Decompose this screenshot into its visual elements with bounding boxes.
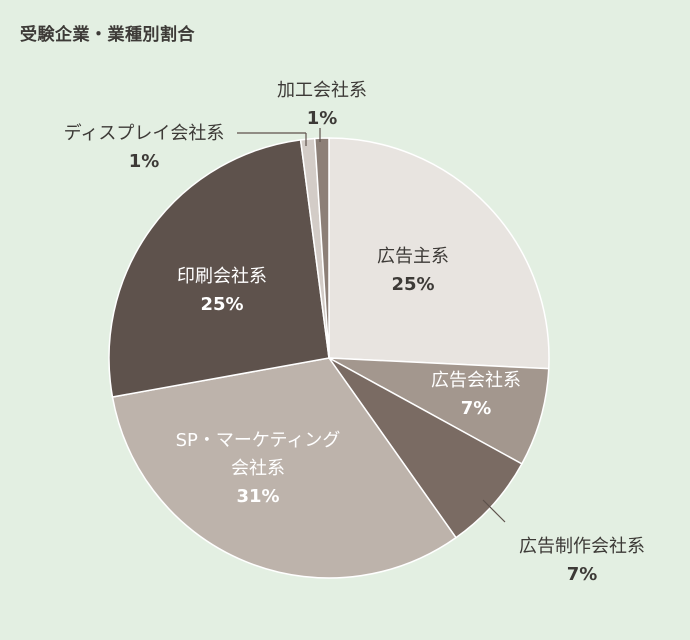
- label-sp-line1: SP・マーケティング: [176, 430, 341, 451]
- pie-slice-2: [328, 357, 523, 539]
- pie-slice-3: [111, 357, 458, 579]
- pie-slice-1: [328, 357, 550, 465]
- label-seisaku-pct: 7%: [567, 564, 598, 585]
- label-kako-name: 加工会社系: [277, 80, 367, 101]
- label-insatsu-pct: 25%: [200, 294, 243, 315]
- label-display-name: ディスプレイ会社系: [64, 123, 225, 144]
- label-koukokunushi-pct: 25%: [391, 274, 434, 295]
- pie-slices: [108, 137, 550, 579]
- label-insatsu-name: 印刷会社系: [177, 266, 267, 287]
- label-display-pct: 1%: [129, 151, 160, 172]
- label-sp-pct: 31%: [236, 486, 279, 507]
- label-koukokugaisha-pct: 7%: [461, 398, 492, 419]
- pie-slice-6: [313, 137, 330, 359]
- leader-line-seisaku: [482, 499, 506, 523]
- chart-title: 受験企業・業種別割合: [20, 25, 195, 45]
- label-koukokugaisha-name: 広告会社系: [431, 370, 521, 391]
- label-sp-line2: 会社系: [231, 458, 285, 479]
- label-koukokunushi-name: 広告主系: [377, 246, 449, 267]
- pie-slice-4: [108, 138, 330, 398]
- label-seisaku-name: 広告制作会社系: [519, 536, 645, 557]
- pie-slice-0: [328, 137, 550, 370]
- label-kako-pct: 1%: [307, 108, 338, 129]
